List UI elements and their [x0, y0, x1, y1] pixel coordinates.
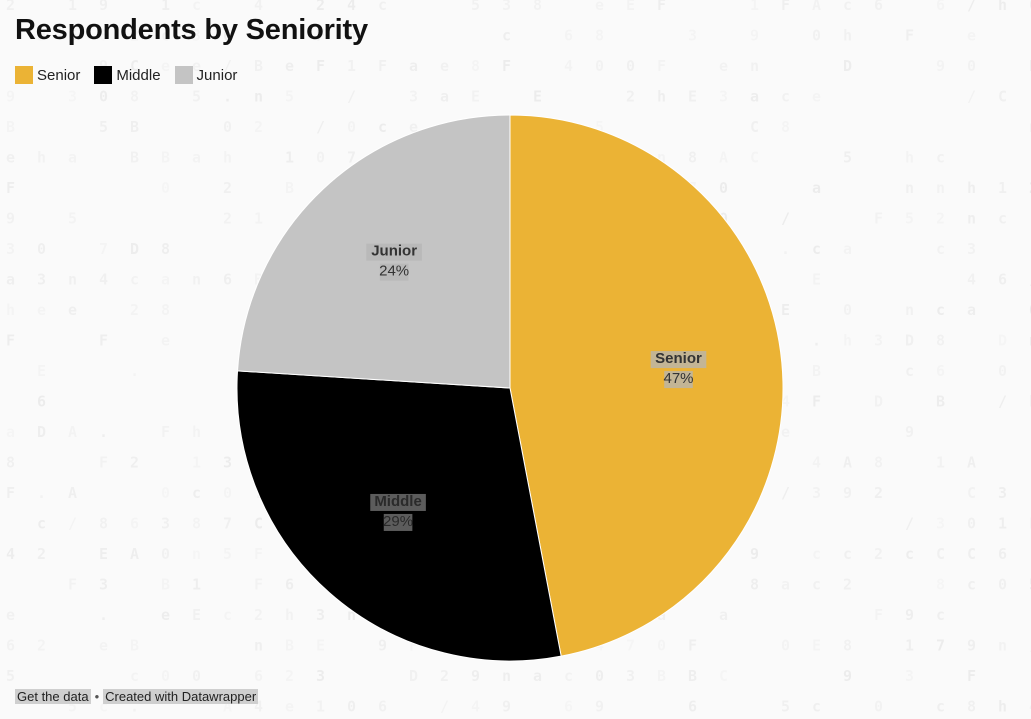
slice-label-value-bg-middle [383, 513, 413, 531]
slice-label-junior: Junior 24% [366, 243, 422, 281]
legend: Senior Middle Junior [15, 66, 251, 84]
legend-item-middle: Middle [94, 66, 161, 84]
slice-label-value-bg-junior [379, 263, 409, 281]
chart-title: Respondents by Seniority [15, 14, 368, 46]
pie-slice-senior [509, 114, 784, 657]
slice-label-senior: Senior 47% [650, 350, 707, 389]
slice-label-name-bg-junior [366, 243, 422, 261]
slice-label-name-junior: Junior [371, 243, 417, 260]
legend-label-junior: Junior [196, 66, 238, 84]
footer: Get the data • Created with Datawrapper [15, 689, 259, 704]
slice-label-value-middle: 29% [383, 513, 413, 530]
legend-item-senior: Senior [15, 66, 80, 84]
slice-label-value-bg-senior [664, 371, 693, 389]
slice-label-value-junior: 24% [379, 263, 409, 280]
legend-swatch-junior [174, 66, 193, 84]
legend-label-senior: Senior [37, 66, 81, 84]
slice-label-name-middle: Middle [374, 493, 422, 510]
legend-item-junior: Junior [174, 66, 238, 84]
legend-swatch-senior [15, 66, 33, 84]
get-the-data-link[interactable]: Get the data [15, 689, 91, 704]
slice-label-name-bg-middle [370, 493, 426, 511]
footer-separator: • [94, 689, 100, 704]
slice-label-name-bg-senior [650, 351, 707, 369]
legend-label-middle: Middle [116, 66, 161, 84]
legend-swatch-middle [94, 66, 113, 84]
slice-label-middle: Middle 29% [370, 493, 426, 531]
created-with-datawrapper-link[interactable]: Created with Datawrapper [103, 689, 259, 704]
slice-label-value-senior: 47% [663, 370, 693, 387]
slice-label-name-senior: Senior [655, 350, 702, 367]
